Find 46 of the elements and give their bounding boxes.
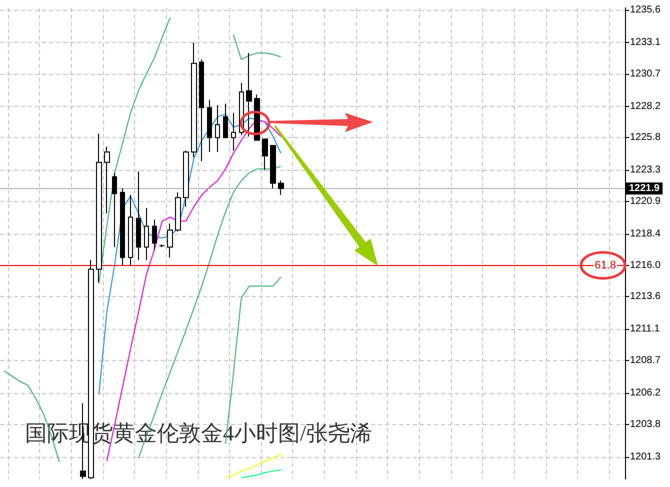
y-tick-label: 1206.2: [630, 388, 662, 399]
y-tick-label: 1216.0: [630, 260, 662, 271]
candlestick: [152, 219, 157, 250]
candlestick: [159, 244, 165, 248]
candlestick: [223, 103, 228, 138]
y-tick-label: 1220.9: [630, 196, 662, 207]
candlestick: [175, 192, 181, 232]
candlestick: [88, 260, 94, 480]
y-tick-label: 1203.8: [630, 418, 662, 430]
candlestick: [183, 150, 189, 208]
y-tick-label: 1235.6: [630, 4, 662, 16]
line-series: [232, 34, 282, 60]
candlestick: [231, 112, 236, 152]
candlestick: [262, 138, 268, 171]
candlestick: [278, 180, 284, 196]
y-tick-label: 1218.4: [630, 228, 662, 240]
y-tick-label: 1233.1: [630, 37, 662, 48]
candlestick: [191, 42, 197, 158]
y-tick-label: 1201.3: [630, 451, 662, 462]
candlestick: [96, 133, 102, 283]
y-tick-label: 1228.2: [630, 100, 662, 112]
y-tick-label: 1213.6: [630, 291, 662, 302]
y-tick-label: 1208.7: [630, 354, 662, 366]
candlestick: [199, 58, 204, 162]
candlestick: [128, 194, 133, 266]
candlestick: [136, 171, 141, 261]
ref-line-label: 1221.9: [629, 182, 660, 194]
candlestick: [246, 52, 252, 137]
line-series: [138, 166, 282, 459]
y-tick-label: 1223.3: [630, 164, 662, 176]
candlestick: [144, 207, 149, 261]
y-tick-label: 1230.7: [630, 68, 662, 80]
annotation: 61.8: [594, 259, 616, 272]
candlestick: [167, 223, 173, 258]
line-series: [240, 469, 282, 478]
candlestick: [270, 144, 276, 189]
candlestick: [215, 104, 220, 152]
line-series: [224, 454, 282, 478]
line-series: [98, 17, 171, 284]
line-series: [224, 276, 282, 444]
candlestick: [112, 172, 117, 248]
y-tick-label: 1225.8: [630, 132, 662, 144]
candlestick: [207, 99, 212, 152]
candlestick: [104, 146, 110, 214]
y-tick-label: 1211.1: [630, 324, 660, 335]
candlestick: [120, 188, 125, 266]
